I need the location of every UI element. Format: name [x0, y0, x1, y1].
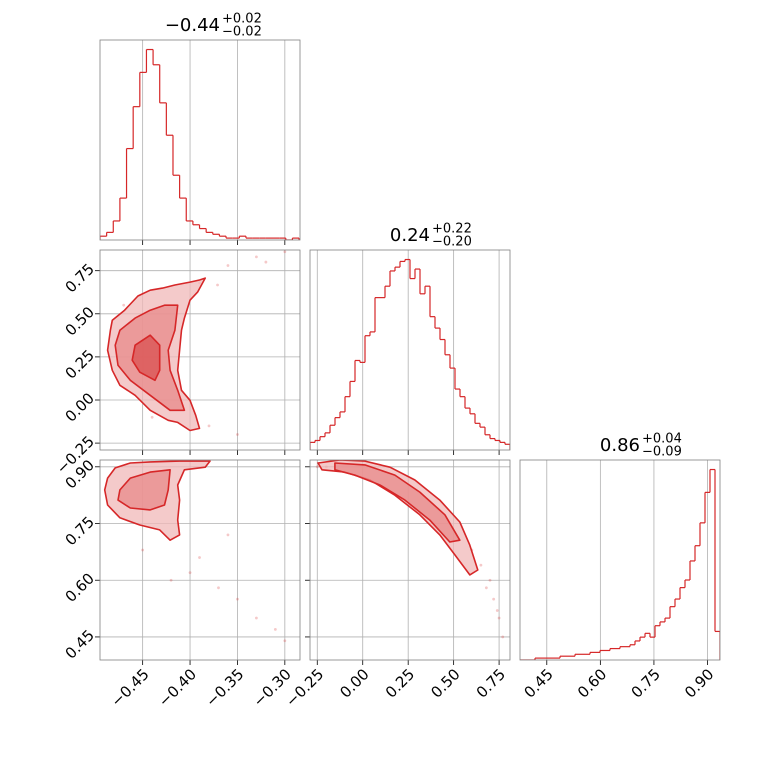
- y-tick-label: 0.75: [62, 513, 98, 549]
- sample-point: [198, 556, 201, 559]
- sample-point: [492, 597, 496, 601]
- contour: [131, 334, 161, 382]
- sample-point: [283, 250, 287, 254]
- sample-point: [169, 578, 173, 582]
- panel: 0.24 +0.22−0.20: [309, 222, 511, 455]
- sample-point: [207, 424, 211, 428]
- x-tick-label: 0.45: [520, 665, 556, 701]
- x-tick-label: 0.60: [574, 665, 610, 701]
- contour: [117, 469, 171, 511]
- x-tick-label: −0.45: [107, 665, 152, 710]
- sample-point: [495, 609, 499, 612]
- y-tick-label: 0.60: [62, 570, 98, 606]
- axes-frame: [309, 249, 511, 451]
- sample-point: [488, 578, 492, 582]
- y-tick-label: 0.00: [62, 389, 98, 425]
- sample-point: [216, 283, 219, 287]
- panel-title-sup: +0.22: [432, 222, 472, 237]
- axes-frame: [99, 39, 301, 241]
- panel: −0.44 +0.02−0.02: [99, 12, 301, 245]
- sample-point: [254, 255, 258, 259]
- x-tick-label: 0.90: [681, 665, 717, 701]
- y-tick-label: 0.50: [62, 303, 98, 339]
- panel-title-sub: −0.20: [432, 235, 472, 250]
- panel-title-sub: −0.02: [222, 25, 262, 40]
- sample-point: [217, 586, 220, 590]
- sample-point: [226, 264, 230, 267]
- sample-point: [283, 639, 287, 643]
- x-tick-label: −0.35: [202, 665, 247, 710]
- plot-area: [100, 48, 300, 240]
- sample-point: [315, 465, 319, 469]
- sample-point: [188, 571, 192, 575]
- panel: 0.45 0.60 0.75 0.90 0.86 +0.04−0.09: [519, 432, 721, 702]
- sample-point: [236, 597, 239, 601]
- x-tick-label: 0.75: [473, 665, 509, 701]
- sample-point: [254, 616, 258, 620]
- contour: [334, 462, 461, 543]
- panel: −0.250.000.250.500.75: [53, 249, 301, 478]
- plot-area: [103, 460, 287, 643]
- panel-title: −0.44: [165, 15, 220, 36]
- plot-area: [310, 258, 510, 450]
- plot-area: [106, 250, 287, 436]
- sample-point: [141, 548, 145, 552]
- x-tick-label: 0.00: [336, 665, 372, 701]
- y-tick-label: 0.75: [62, 260, 98, 296]
- plot-area: [520, 468, 720, 660]
- sample-point: [264, 260, 268, 264]
- panel-title-sup: +0.04: [642, 432, 682, 447]
- plot-area: [315, 460, 505, 639]
- sample-point: [236, 433, 239, 436]
- x-tick-label: 0.50: [427, 665, 463, 701]
- sample-point: [273, 627, 277, 631]
- x-tick-label: 0.75: [628, 665, 664, 701]
- y-tick-label: 0.45: [62, 626, 98, 662]
- panel-title: 0.24: [390, 225, 430, 246]
- x-tick-label: −0.40: [155, 665, 200, 710]
- panel-title-sub: −0.09: [642, 445, 682, 460]
- panel-title: 0.86: [600, 435, 640, 456]
- axes-frame: [519, 459, 721, 661]
- y-tick-label: 0.25: [62, 346, 98, 382]
- axes-frame: [309, 459, 511, 661]
- sample-point: [484, 586, 488, 590]
- panel: −0.45 −0.40 −0.35 −0.300.450.600.750.90: [62, 456, 301, 711]
- sample-point: [479, 563, 483, 567]
- sample-point: [501, 635, 505, 639]
- axes-frame: [99, 459, 301, 661]
- x-tick-label: 0.25: [382, 665, 418, 701]
- sample-point: [226, 533, 230, 537]
- sample-point: [122, 303, 126, 307]
- sample-point: [150, 415, 154, 419]
- sample-point: [497, 616, 501, 620]
- axes-frame: [99, 249, 301, 451]
- panel-title-sup: +0.02: [222, 12, 262, 27]
